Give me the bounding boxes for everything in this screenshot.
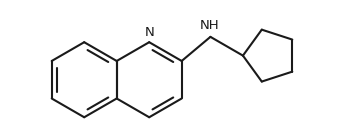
Text: NH: NH (199, 19, 219, 32)
Text: N: N (144, 26, 154, 39)
